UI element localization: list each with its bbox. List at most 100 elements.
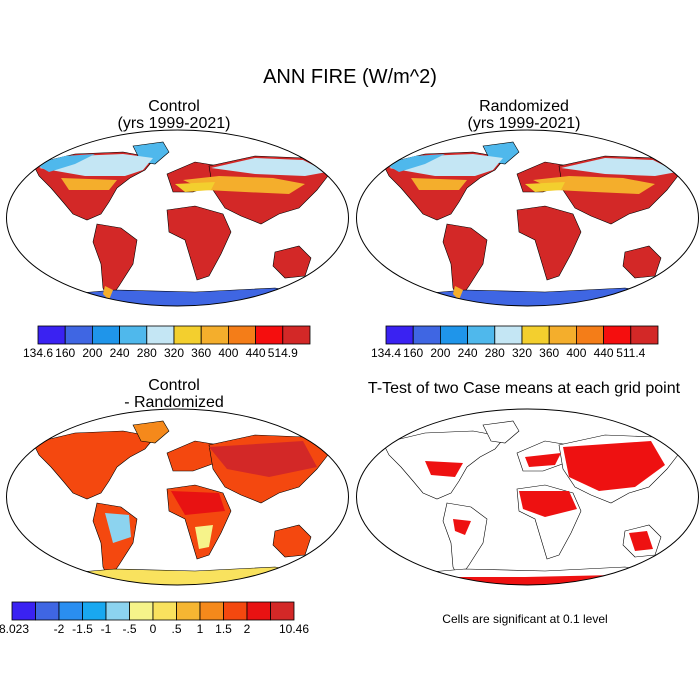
colorbar-box: [119, 325, 148, 345]
colorbar-tick-label: 360: [539, 346, 559, 360]
difference-title-line1: Control: [148, 377, 200, 394]
colorbar-tick-label: -1: [101, 622, 112, 636]
control-title-line2: (yrs 1999-2021): [117, 115, 231, 132]
colorbar-box: [105, 601, 130, 621]
arctic-band-na: [385, 154, 445, 172]
colorbar-tick-label: 134.6: [23, 346, 53, 360]
midlat-warm-band: [533, 176, 655, 194]
randomized-title-line1: Randomized: [479, 98, 569, 115]
colorbar-box: [146, 325, 175, 345]
colorbar-tick-label: -2: [54, 622, 65, 636]
colorbar-tick-label: 360: [191, 346, 211, 360]
colorbar-box: [82, 601, 107, 621]
colorbar-tick-label: 134.4: [371, 346, 401, 360]
colorbar-tick-label: 240: [458, 346, 478, 360]
colorbar-tick-label: 200: [430, 346, 450, 360]
colorbar-tick-label: 440: [594, 346, 614, 360]
australia-land: [622, 245, 662, 279]
na-significant: [425, 461, 463, 477]
colorbar-box: [227, 325, 256, 345]
globe-border: [356, 408, 699, 586]
africa-land: [516, 205, 582, 281]
colorbar-box: [548, 325, 577, 345]
na-warm-band: [61, 178, 117, 190]
colorbar-box: [176, 601, 201, 621]
map-content: [32, 141, 332, 306]
colorbar-box: [173, 325, 202, 345]
colorbar-box: [37, 325, 66, 345]
ttest-title-line1: T-Test of two Case means at each grid po…: [367, 380, 681, 397]
colorbar-box: [270, 601, 295, 621]
antarctica-land: [394, 287, 675, 306]
africa-positive: [171, 491, 225, 515]
difference-title-line2: - Randomized: [124, 394, 224, 411]
colorbar-box: [385, 325, 414, 345]
midlat-warm-band: [183, 176, 305, 194]
amazon-negative: [105, 513, 131, 543]
greenland-outline: [482, 420, 520, 444]
siberia-cool-band: [561, 158, 677, 176]
colorbar-tick-label: 514.9: [268, 346, 298, 360]
colorbar-tick-label: 1.5: [215, 622, 232, 636]
colorbar-box: [246, 601, 271, 621]
difference-colorbar: -8.023 -2 -1.5 -1 -.5 0 .5 1 1.5 2 10.46: [0, 601, 309, 636]
southAmerica-land: [442, 223, 488, 301]
colorbar-tick-label: 160: [55, 346, 75, 360]
colorbar-box: [630, 325, 659, 345]
colorbar-box: [521, 325, 550, 345]
colorbar-tick-label: 280: [485, 346, 505, 360]
significance-note: Cells are significant at 0.1 level: [442, 612, 608, 626]
australia-land: [272, 245, 312, 279]
difference-panel-title: Control - Randomized: [74, 377, 274, 411]
colorbar-box: [494, 325, 523, 345]
colorbar-box: [223, 601, 248, 621]
ttest-panel-title: T-Test of two Case means at each grid po…: [354, 380, 694, 397]
colorbar-box: [64, 325, 93, 345]
colorbar-tick-label: .5: [171, 622, 181, 636]
na-warm-band: [411, 178, 467, 190]
northAmerica-diff: [32, 430, 156, 500]
randomized-panel-title: Randomized (yrs 1999-2021): [424, 98, 624, 132]
map-content: [382, 420, 682, 585]
map-content: [382, 141, 682, 306]
colorbar-box: [440, 325, 469, 345]
colorbar-tick-label: 160: [403, 346, 423, 360]
colorbar-tick-label: 280: [137, 346, 157, 360]
asia-significant: [563, 441, 665, 491]
africa-land: [166, 205, 232, 281]
asia-strong-positive: [209, 441, 317, 477]
europe-significant: [525, 453, 561, 467]
globe-border: [356, 129, 699, 307]
globe-border: [6, 408, 349, 586]
colorbar-box: [467, 325, 496, 345]
colorbar-tick-label: 440: [246, 346, 266, 360]
patagonia-warm: [103, 286, 113, 300]
colorbar-box: [152, 601, 177, 621]
south-africa-neutral: [195, 525, 213, 549]
colorbar-tick-label: -.5: [122, 622, 136, 636]
colorbar-tick-label: 400: [566, 346, 586, 360]
colorbar-tick-label: 2: [244, 622, 251, 636]
colorbar-tick-label: 0: [150, 622, 157, 636]
figure-title: ANN FIRE (W/m^2): [263, 66, 437, 88]
colorbar-tick-label: 320: [164, 346, 184, 360]
colorbar-box: [92, 325, 121, 345]
colorbar-box: [412, 325, 441, 345]
control-panel-title: Control (yrs 1999-2021): [74, 98, 274, 132]
southAmerica-outline: [442, 502, 488, 580]
ttest-map: [356, 408, 699, 586]
sa-significant: [453, 519, 471, 535]
randomized-colorbar: 134.4 160 200 240 280 320 360 400 440 511.4: [371, 325, 659, 360]
colorbar-tick-label: 511.4: [616, 346, 645, 360]
colorbar-tick-label: 200: [82, 346, 102, 360]
colorbar-box: [35, 601, 60, 621]
control-title-line1: Control: [148, 98, 200, 115]
colorbar-tick-label: 320: [512, 346, 532, 360]
europe-mid-band: [175, 182, 215, 192]
colorbar-tick-label: 400: [218, 346, 238, 360]
randomized-title-line2: (yrs 1999-2021): [467, 115, 581, 132]
colorbar-tick-label: 240: [110, 346, 130, 360]
colorbar-tick-label: -8.023: [0, 622, 29, 636]
globe-border: [6, 129, 349, 307]
africa-significant: [519, 491, 577, 517]
